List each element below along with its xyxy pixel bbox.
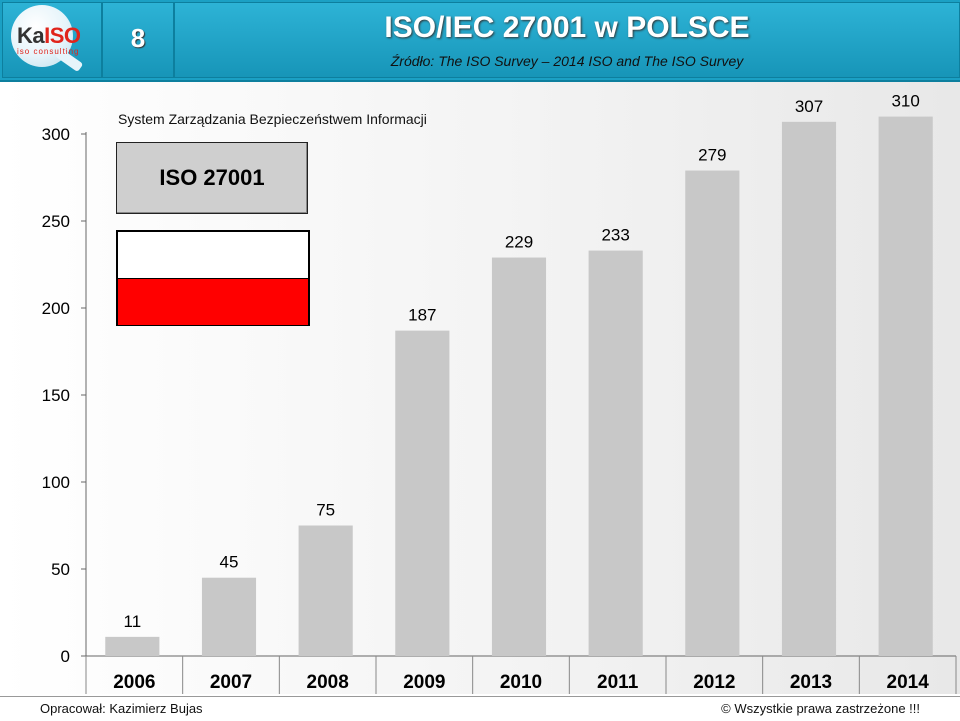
x-tick-label: 2009 — [403, 672, 445, 693]
data-label: 45 — [220, 553, 239, 572]
footer-copyright: © Wszystkie prawa zastrzeżone !!! — [721, 701, 920, 716]
bar — [685, 170, 740, 657]
y-tick-label: 300 — [42, 125, 70, 144]
x-tick-label: 2007 — [210, 672, 252, 693]
data-label: 279 — [698, 146, 726, 165]
y-tick-label: 150 — [42, 386, 70, 405]
x-tick-label: 2011 — [597, 672, 639, 693]
x-tick-label: 2008 — [307, 672, 349, 693]
data-label: 233 — [601, 226, 629, 245]
bar — [395, 330, 450, 656]
x-tick-label: 2010 — [500, 672, 542, 693]
data-label: 11 — [124, 612, 142, 631]
footer-author: Opracował: Kazimierz Bujas — [40, 701, 203, 716]
y-tick-label: 200 — [42, 299, 70, 318]
bar — [781, 121, 837, 656]
x-tick-label: 2013 — [790, 672, 832, 693]
y-tick-label: 250 — [42, 212, 70, 231]
footer: Opracował: Kazimierz Bujas © Wszystkie p… — [0, 696, 960, 721]
page-title: ISO/IEC 27001 w POLSCE — [384, 11, 750, 44]
y-tick-label: 100 — [42, 473, 70, 492]
slide-number-box: 8 — [102, 2, 174, 78]
legend-label: ISO 27001 — [159, 165, 265, 190]
bar — [878, 116, 933, 657]
title-box: ISO/IEC 27001 w POLSCE Źródło: The ISO S… — [174, 2, 960, 78]
y-tick-label: 50 — [51, 560, 70, 579]
x-tick-label: 2006 — [113, 672, 155, 693]
bar — [201, 577, 257, 656]
legend-box: ISO 27001 — [116, 142, 308, 214]
chart-caption: System Zarządzania Bezpieczeństwem Infor… — [118, 111, 427, 127]
poland-flag-icon — [116, 230, 310, 326]
logo-text: KaISO — [17, 23, 81, 48]
bar — [298, 525, 353, 656]
data-label: 229 — [505, 233, 533, 252]
data-label: 75 — [316, 501, 335, 520]
data-label: 307 — [795, 97, 823, 116]
data-label: 187 — [408, 306, 436, 325]
bar — [491, 257, 547, 656]
logo: KaISO iso consulting — [2, 2, 102, 78]
y-tick-label: 0 — [61, 647, 70, 666]
logo-subtext: iso consulting — [17, 47, 80, 56]
data-label: 310 — [891, 92, 919, 111]
x-tick-label: 2014 — [887, 672, 930, 693]
header-bar: KaISO iso consulting 8 ISO/IEC 27001 w P… — [0, 0, 960, 82]
page-subtitle: Źródło: The ISO Survey – 2014 ISO and Th… — [390, 53, 744, 69]
bar — [105, 636, 160, 656]
bar — [588, 250, 643, 656]
slide-number: 8 — [130, 23, 146, 53]
x-tick-label: 2012 — [693, 672, 735, 693]
